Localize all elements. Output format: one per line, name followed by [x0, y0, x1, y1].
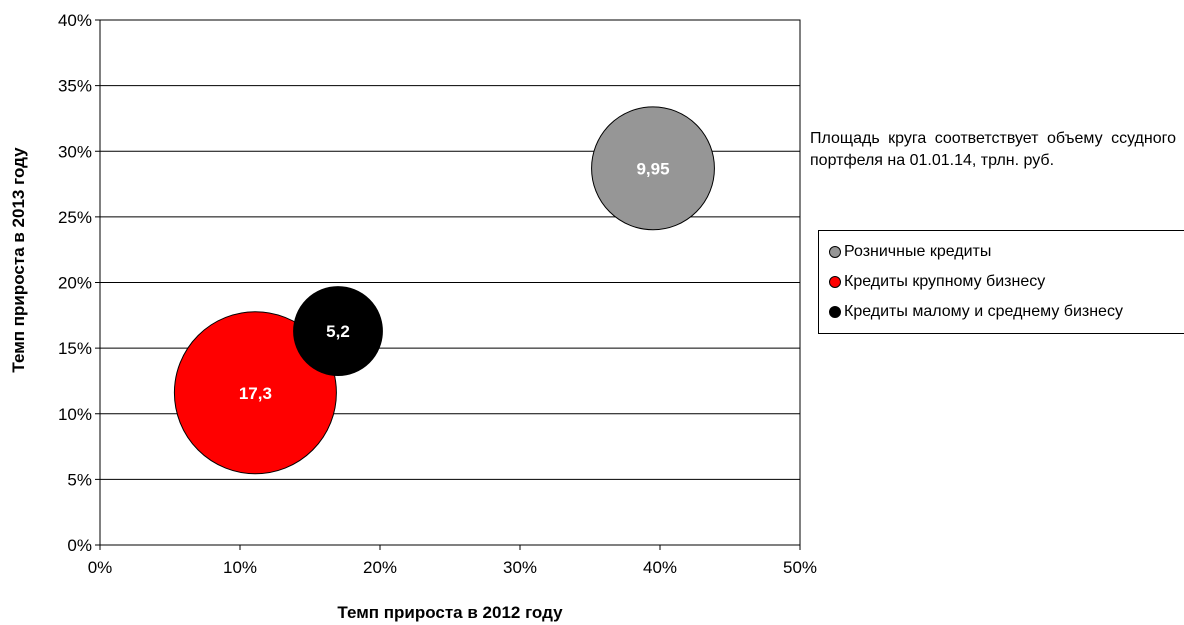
legend-item: Розничные кредиты — [819, 237, 1184, 267]
y-tick-label: 25% — [58, 208, 92, 227]
y-tick-label: 0% — [67, 536, 92, 555]
x-tick-label: 40% — [643, 558, 677, 577]
bubble — [173, 311, 337, 475]
bubble — [591, 106, 715, 231]
bubble — [293, 286, 383, 376]
legend-label: Розничные кредиты — [844, 243, 992, 260]
y-axis-title: Темп прироста в 2013 году — [9, 147, 28, 373]
legend-label: Кредиты крупному бизнесу — [844, 273, 1046, 290]
bubble-data-label: 9,95 — [636, 159, 669, 178]
y-tick-label: 35% — [58, 77, 92, 96]
y-tick-label: 10% — [58, 405, 92, 424]
y-tick-label: 5% — [67, 470, 92, 489]
legend-item: Кредиты малому и среднему бизнесу — [819, 297, 1184, 327]
x-tick-label: 30% — [503, 558, 537, 577]
x-tick-label: 0% — [88, 558, 113, 577]
x-tick-label: 50% — [783, 558, 817, 577]
bubble-data-label: 5,2 — [326, 322, 350, 341]
legend-item: Кредиты крупному бизнесу — [819, 267, 1184, 297]
bubble-size-note: Площадь круга соответствует объему ссудн… — [810, 130, 1176, 169]
legend: Розничные кредиты Кредиты крупному бизнес… — [818, 230, 1184, 334]
x-axis-title: Темп прироста в 2012 году — [337, 603, 563, 622]
bubble-data-label: 17,3 — [239, 384, 272, 403]
legend-swatch — [829, 306, 841, 318]
y-tick-label: 20% — [58, 274, 92, 293]
legend-label: Кредиты малому и среднему бизнесу — [844, 303, 1123, 320]
y-tick-label: 40% — [58, 11, 92, 30]
legend-swatch — [829, 276, 841, 288]
x-tick-label: 10% — [223, 558, 257, 577]
y-tick-label: 30% — [58, 142, 92, 161]
x-tick-label: 20% — [363, 558, 397, 577]
bubbles: 17,3 9,95 5,2 — [173, 106, 715, 475]
y-tick-label: 15% — [58, 339, 92, 358]
legend-swatch — [829, 246, 841, 258]
axis-ticks: 0% 5% 10% 15% 20% 25% 30% 35% 40% 0% 10% 20% 30% 40% 5… — [58, 11, 817, 577]
